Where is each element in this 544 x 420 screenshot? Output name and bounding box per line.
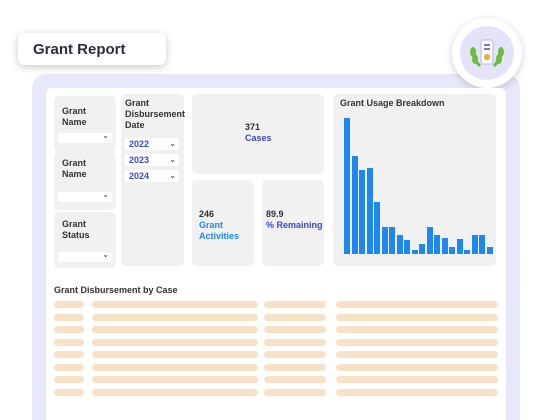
- table-placeholder-cell: [264, 376, 326, 383]
- table-placeholder-cell: [336, 363, 498, 371]
- year-option-2023[interactable]: 2023 ⌄: [125, 154, 179, 166]
- table-placeholder-cell: [92, 326, 258, 333]
- table-placeholder-cell: [54, 363, 84, 371]
- usage-bar: [374, 202, 380, 254]
- usage-bar: [366, 168, 373, 254]
- usage-chart-bars: [333, 94, 496, 266]
- usage-bar: [404, 240, 410, 254]
- table-placeholder-cell: [336, 338, 498, 346]
- table-placeholder-cell: [54, 326, 84, 333]
- table-placeholder-cell: [264, 326, 326, 333]
- table-placeholder-cell: [54, 376, 84, 383]
- grant-name-dropdown[interactable]: ⌄: [58, 131, 112, 143]
- usage-bar: [479, 235, 485, 254]
- chevron-down-icon: ⌄: [102, 190, 109, 199]
- table-placeholder-cell: [336, 313, 498, 321]
- table-placeholder-cell: [264, 301, 326, 308]
- table-placeholder-cell: [336, 351, 498, 358]
- activities-label: Grant Activities: [199, 220, 240, 241]
- usage-chart-card: Grant Usage Breakdown: [333, 94, 496, 266]
- usage-bar: [426, 227, 433, 254]
- activities-value: 246: [199, 209, 215, 219]
- chevron-down-icon: ⌄: [169, 155, 176, 164]
- grant-name-filter-2: Grant Name ⌄: [54, 152, 116, 210]
- cases-value: 371: [245, 122, 261, 132]
- table-placeholder-cell: [264, 351, 326, 358]
- grant-name-filter-1: Grant Name ⌄: [54, 96, 116, 152]
- usage-bar: [456, 239, 463, 254]
- usage-bar: [381, 227, 388, 254]
- award-laurel-icon: [470, 39, 504, 68]
- year-option-2024[interactable]: 2024 ⌄: [125, 170, 179, 182]
- usage-bar: [411, 250, 418, 254]
- chevron-down-icon: ⌄: [102, 131, 109, 140]
- usage-bar: [464, 250, 470, 254]
- usage-chart-title: Grant Usage Breakdown: [340, 98, 445, 108]
- remaining-kpi-card: 89.9 % Remaining: [262, 180, 324, 266]
- year-option-2022[interactable]: 2022 ⌄: [125, 138, 179, 150]
- usage-bar: [471, 235, 478, 254]
- table-placeholder-cell: [54, 388, 84, 396]
- report-title-pill: Grant Report: [18, 33, 166, 65]
- chevron-down-icon: ⌄: [102, 250, 109, 259]
- table-placeholder-cell: [264, 363, 326, 371]
- table-placeholder-cell: [336, 376, 498, 383]
- chevron-down-icon: ⌄: [169, 171, 176, 180]
- grant-status-dropdown[interactable]: ⌄: [58, 250, 112, 262]
- table-placeholder-cell: [264, 388, 326, 396]
- usage-bar: [359, 170, 365, 254]
- table-placeholder-cell: [54, 301, 84, 308]
- table-placeholder-cell: [92, 351, 258, 358]
- grant-name-dropdown[interactable]: ⌄: [58, 190, 112, 202]
- table-placeholder-cell: [92, 388, 258, 396]
- table-placeholder-cell: [336, 326, 498, 333]
- usage-bar: [389, 227, 395, 254]
- table-placeholder-cell: [92, 376, 258, 383]
- table-placeholder-cell: [92, 301, 258, 308]
- chevron-down-icon: ⌄: [169, 139, 176, 148]
- remaining-label: % Remaining: [266, 220, 323, 230]
- report-title: Grant Report: [33, 40, 126, 58]
- usage-bar: [486, 247, 493, 254]
- table-placeholder-cell: [54, 338, 84, 346]
- grant-activities-kpi-card: 246 Grant Activities: [192, 180, 254, 266]
- usage-bar: [344, 118, 350, 254]
- usage-bar: [441, 238, 448, 254]
- cases-label: Cases: [245, 133, 272, 143]
- table-placeholder-cell: [92, 363, 258, 371]
- dashboard-panel: Grant Name ⌄ Grant Name ⌄ Grant Status ⌄…: [46, 88, 506, 420]
- table-title: Grant Disbursement by Case: [54, 285, 178, 295]
- grant-status-label: Grant Status: [62, 219, 90, 240]
- disbursement-date-filter: Grant Disbursement Date 2022 ⌄ 2023 ⌄ 2024…: [121, 94, 186, 266]
- table-placeholder-cell: [264, 313, 326, 321]
- table-placeholder-cell: [92, 338, 258, 346]
- grant-name-label: Grant Name: [62, 106, 87, 127]
- grant-name-label: Grant Name: [62, 158, 87, 179]
- usage-bar: [449, 247, 455, 254]
- table-placeholder-cell: [92, 313, 258, 321]
- table-placeholder-cell: [336, 301, 498, 308]
- award-badge: [452, 18, 522, 88]
- disbursement-date-label: Grant Disbursement Date: [125, 98, 186, 130]
- cases-kpi-card: 371 Cases: [192, 94, 324, 174]
- usage-bar: [434, 235, 440, 254]
- usage-bar: [396, 235, 403, 254]
- table-placeholder-cell: [264, 338, 326, 346]
- grant-status-filter: Grant Status ⌄: [54, 212, 116, 268]
- table-placeholder-cell: [54, 313, 84, 321]
- usage-bar: [351, 156, 358, 254]
- remaining-value: 89.9: [266, 209, 284, 219]
- table-placeholder-cell: [336, 388, 498, 396]
- usage-bar: [419, 244, 425, 254]
- table-placeholder-cell: [54, 351, 84, 358]
